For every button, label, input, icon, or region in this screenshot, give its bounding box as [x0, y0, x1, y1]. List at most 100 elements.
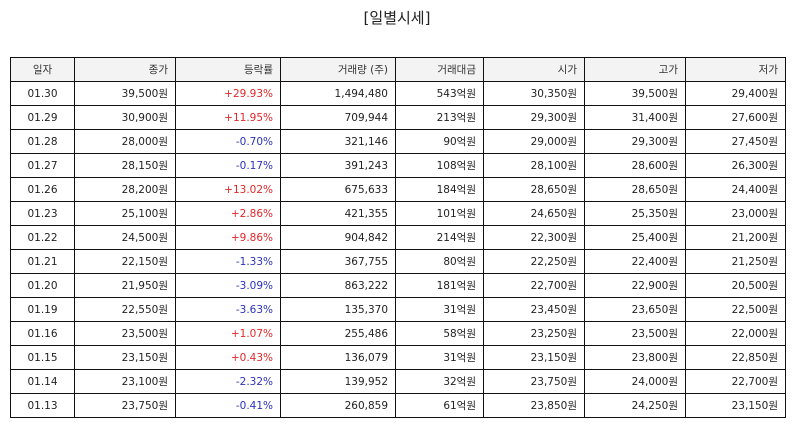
cell-volume: 904,842 [280, 225, 396, 250]
cell-high: 23,500원 [584, 321, 686, 346]
cell-open: 23,750원 [483, 369, 585, 394]
cell-change-rate: +1.07% [175, 321, 281, 346]
cell-high: 24,250원 [584, 393, 686, 418]
cell-open: 28,100원 [483, 153, 585, 178]
table-row: 01.19 22,550원 -3.63% 135,370 31억원 23,450원 23,6… [10, 297, 786, 322]
cell-high: 29,300원 [584, 129, 686, 154]
column-header-change-rate: 등락률 [175, 57, 281, 82]
cell-date: 01.15 [10, 345, 75, 370]
page-title: [일별시세] [363, 9, 431, 27]
cell-trade-amount: 184억원 [395, 177, 484, 202]
column-header-open: 시가 [483, 57, 585, 82]
cell-high: 31,400원 [584, 105, 686, 130]
cell-volume: 863,222 [280, 273, 396, 298]
cell-low: 22,500원 [685, 297, 786, 322]
cell-high: 25,350원 [584, 201, 686, 226]
cell-trade-amount: 543억원 [395, 81, 484, 106]
table-row: 01.15 23,150원 +0.43% 136,079 31억원 23,150원 23,8… [10, 345, 786, 370]
cell-open: 23,150원 [483, 345, 585, 370]
table-row: 01.16 23,500원 +1.07% 255,486 58억원 23,250원 23,5… [10, 321, 786, 346]
cell-change-rate: -1.33% [175, 249, 281, 274]
cell-volume: 139,952 [280, 369, 396, 394]
cell-change-rate: +9.86% [175, 225, 281, 250]
cell-trade-amount: 32억원 [395, 369, 484, 394]
cell-close: 22,550원 [74, 297, 176, 322]
cell-close: 28,150원 [74, 153, 176, 178]
cell-volume: 1,494,480 [280, 81, 396, 106]
cell-volume: 421,355 [280, 201, 396, 226]
table-row: 01.13 23,750원 -0.41% 260,859 61억원 23,850원 24,2… [10, 393, 786, 418]
cell-high: 22,400원 [584, 249, 686, 274]
table-row: 01.22 24,500원 +9.86% 904,842 214억원 22,300원 25,… [10, 225, 786, 250]
cell-low: 29,400원 [685, 81, 786, 106]
table-row: 01.21 22,150원 -1.33% 367,755 80억원 22,250원 22,4… [10, 249, 786, 274]
table-row: 01.29 30,900원 +11.95% 709,944 213억원 29,300원 31… [10, 105, 786, 130]
column-header-high: 고가 [584, 57, 686, 82]
cell-open: 22,300원 [483, 225, 585, 250]
cell-change-rate: +29.93% [175, 81, 281, 106]
column-header-volume: 거래량 (주) [280, 57, 396, 82]
cell-change-rate: -0.17% [175, 153, 281, 178]
cell-low: 21,200원 [685, 225, 786, 250]
cell-open: 23,850원 [483, 393, 585, 418]
cell-date: 01.30 [10, 81, 75, 106]
cell-date: 01.23 [10, 201, 75, 226]
cell-date: 01.29 [10, 105, 75, 130]
table-row: 01.14 23,100원 -2.32% 139,952 32억원 23,750원 24,0… [10, 369, 786, 394]
cell-volume: 391,243 [280, 153, 396, 178]
cell-high: 23,800원 [584, 345, 686, 370]
cell-high: 23,650원 [584, 297, 686, 322]
cell-low: 27,600원 [685, 105, 786, 130]
cell-close: 28,000원 [74, 129, 176, 154]
cell-volume: 367,755 [280, 249, 396, 274]
cell-trade-amount: 31억원 [395, 345, 484, 370]
cell-open: 22,250원 [483, 249, 585, 274]
table-row: 01.30 39,500원 +29.93% 1,494,480 543억원 30,350원… [10, 81, 786, 106]
cell-open: 23,250원 [483, 321, 585, 346]
cell-close: 23,500원 [74, 321, 176, 346]
cell-change-rate: -3.09% [175, 273, 281, 298]
cell-date: 01.26 [10, 177, 75, 202]
column-header-low: 저가 [685, 57, 786, 82]
cell-change-rate: -0.41% [175, 393, 281, 418]
table-header-row: 일자 종가 등락률 거래량 (주) 거래대금 시가 고가 저가 [10, 57, 786, 82]
cell-date: 01.13 [10, 393, 75, 418]
cell-low: 23,000원 [685, 201, 786, 226]
daily-price-table: 일자 종가 등락률 거래량 (주) 거래대금 시가 고가 저가 01.30 39,… [10, 57, 786, 418]
cell-close: 39,500원 [74, 81, 176, 106]
cell-open: 28,650원 [483, 177, 585, 202]
cell-low: 24,400원 [685, 177, 786, 202]
table-row: 01.26 28,200원 +13.02% 675,633 184억원 28,650원 28… [10, 177, 786, 202]
cell-trade-amount: 214억원 [395, 225, 484, 250]
cell-high: 28,650원 [584, 177, 686, 202]
cell-low: 21,250원 [685, 249, 786, 274]
cell-change-rate: -3.63% [175, 297, 281, 322]
cell-trade-amount: 80억원 [395, 249, 484, 274]
cell-close: 23,750원 [74, 393, 176, 418]
cell-trade-amount: 61억원 [395, 393, 484, 418]
cell-volume: 709,944 [280, 105, 396, 130]
cell-date: 01.28 [10, 129, 75, 154]
cell-trade-amount: 108억원 [395, 153, 484, 178]
cell-high: 28,600원 [584, 153, 686, 178]
cell-date: 01.19 [10, 297, 75, 322]
cell-low: 26,300원 [685, 153, 786, 178]
cell-change-rate: +2.86% [175, 201, 281, 226]
cell-date: 01.20 [10, 273, 75, 298]
cell-volume: 321,146 [280, 129, 396, 154]
cell-close: 23,100원 [74, 369, 176, 394]
cell-low: 22,000원 [685, 321, 786, 346]
table-body: 01.30 39,500원 +29.93% 1,494,480 543억원 30,350원… [10, 81, 786, 418]
cell-change-rate: +0.43% [175, 345, 281, 370]
cell-trade-amount: 181억원 [395, 273, 484, 298]
cell-low: 22,700원 [685, 369, 786, 394]
cell-date: 01.16 [10, 321, 75, 346]
cell-low: 22,850원 [685, 345, 786, 370]
cell-close: 25,100원 [74, 201, 176, 226]
cell-low: 20,500원 [685, 273, 786, 298]
cell-date: 01.21 [10, 249, 75, 274]
cell-open: 29,000원 [483, 129, 585, 154]
cell-change-rate: -2.32% [175, 369, 281, 394]
cell-close: 23,150원 [74, 345, 176, 370]
cell-volume: 136,079 [280, 345, 396, 370]
